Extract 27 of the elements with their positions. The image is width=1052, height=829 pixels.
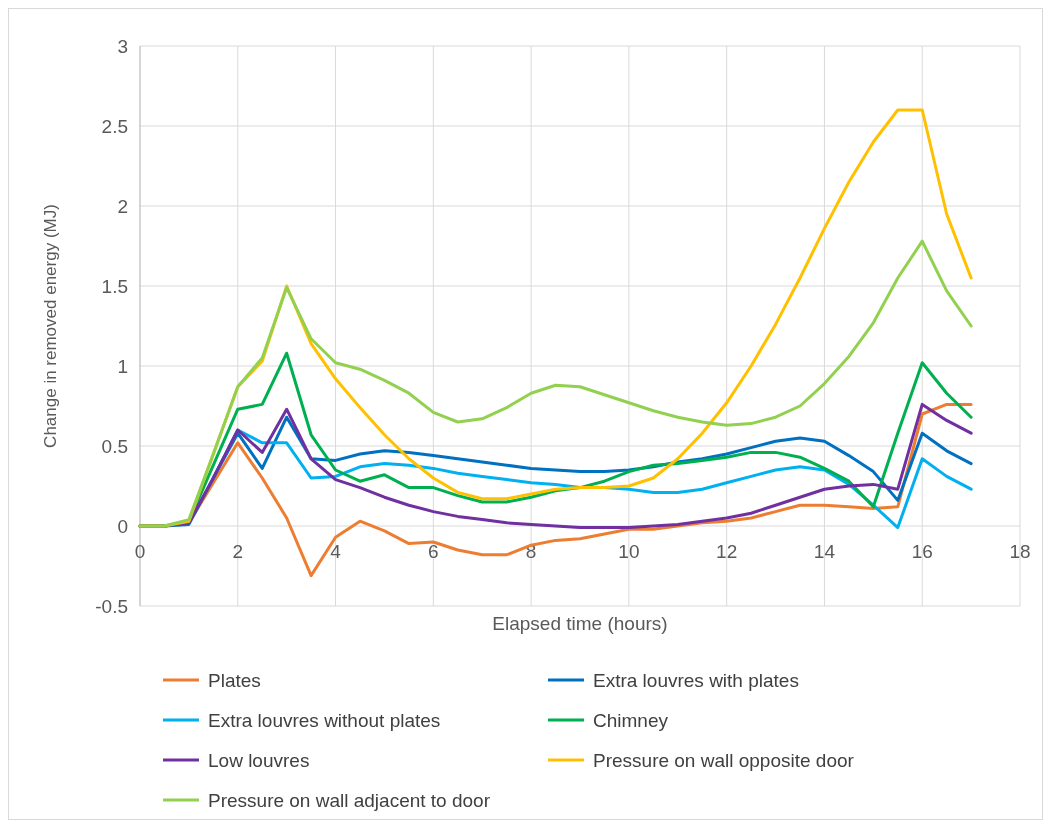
y-tick-label: 1.5 [101, 275, 128, 297]
legend-label: Pressure on wall opposite door [593, 749, 855, 771]
x-tick-label: 4 [330, 541, 342, 562]
x-tick-label: 0 [134, 541, 146, 562]
x-axis-title: Elapsed time (hours) [492, 613, 668, 634]
legend-label: Extra louvres with plates [593, 669, 799, 691]
x-tick-label: 14 [813, 541, 836, 562]
y-tick-label: -0.5 [95, 595, 128, 617]
y-tick-label: 3 [117, 35, 128, 57]
legend-label: Low louvres [208, 749, 310, 771]
x-tick-label: 2 [232, 541, 244, 562]
line-series [138, 239, 973, 528]
legend-label: Chimney [593, 709, 669, 731]
x-tick-label: 16 [911, 541, 933, 562]
legend-label: Pressure on wall adjacent to door [208, 789, 491, 811]
legend-label: Plates [208, 669, 261, 691]
y-tick-label: 0.5 [101, 435, 128, 457]
x-tick-label: 6 [428, 541, 439, 562]
legend-label: Extra louvres without plates [208, 709, 441, 731]
y-axis-title: Change in removed energy (MJ) [41, 204, 60, 448]
y-tick-label: 2 [117, 195, 128, 217]
y-tick-label: 0 [117, 515, 128, 537]
x-tick-label: 18 [1009, 541, 1031, 562]
x-tick-label: 12 [716, 541, 738, 562]
y-tick-label: 1 [117, 355, 128, 377]
x-tick-label: 10 [618, 541, 640, 562]
y-tick-label: 2.5 [101, 115, 128, 137]
